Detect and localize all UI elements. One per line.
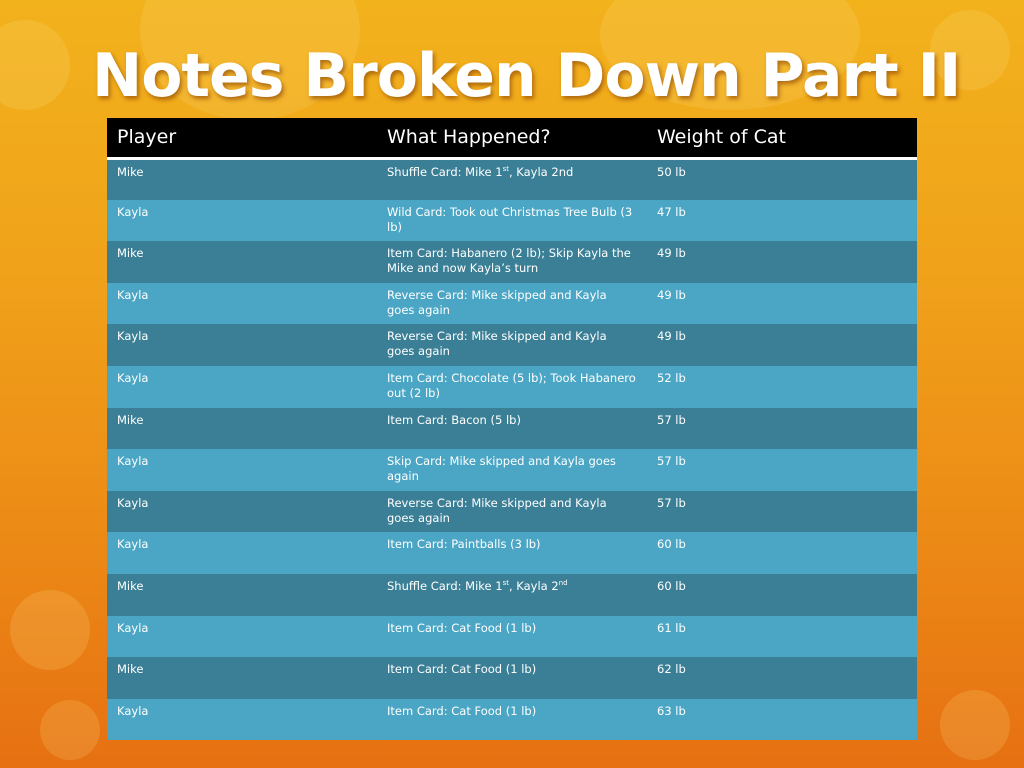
table-row: Kayla Item Card: Cat Food (1 lb) 63 lb (107, 698, 917, 741)
table-row: Kayla Reverse Card: Mike skipped and Kayl… (107, 282, 917, 325)
player-cell: Kayla (107, 365, 377, 408)
event-cell: Reverse Card: Mike skipped and Kayla goe… (377, 324, 647, 366)
table-row: Kayla Item Card: Cat Food (1 lb) 61 lb (107, 615, 917, 658)
event-text: Item Card: Bacon (5 lb) (387, 412, 521, 427)
event-text: Reverse Card: Mike skipped and Kayla goe… (387, 495, 607, 525)
event-text: Reverse Card: Mike skipped and Kayla goe… (387, 287, 607, 317)
event-text: Reverse Card: Mike skipped and Kayla goe… (387, 329, 607, 359)
event-text: Item Card: Chocolate (5 lb); Took Habane… (387, 370, 636, 400)
weight-cell: 63 lb (647, 698, 917, 741)
event-text: , Kayla 2 (508, 578, 559, 593)
event-superscript: nd (558, 579, 568, 588)
table-row: Kayla Item Card: Chocolate (5 lb); Took H… (107, 365, 917, 408)
event-cell: Item Card: Cat Food (1 lb) (377, 657, 647, 699)
background-flower-decoration (940, 690, 1010, 760)
weight-cell: 49 lb (647, 241, 917, 283)
event-cell: Shuffle Card: Mike 1st, Kayla 2nd (377, 158, 647, 200)
player-cell: Kayla (107, 199, 377, 242)
event-text: , Kayla 2nd (508, 164, 574, 179)
event-text: Item Card: Paintballs (3 lb) (387, 537, 541, 552)
event-text: Item Card: Habanero (2 lb); Skip Kayla t… (387, 246, 631, 276)
column-header-weight: Weight of Cat (647, 118, 917, 160)
event-text: Skip Card: Mike skipped and Kayla goes a… (387, 454, 616, 484)
weight-cell: 52 lb (647, 365, 917, 408)
weight-cell: 57 lb (647, 490, 917, 533)
event-text: Item Card: Cat Food (1 lb) (387, 620, 537, 635)
player-cell: Kayla (107, 615, 377, 658)
weight-cell: 62 lb (647, 657, 917, 699)
column-header-player: Player (107, 118, 377, 160)
weight-cell: 50 lb (647, 158, 917, 200)
weight-cell: 57 lb (647, 407, 917, 450)
player-cell: Kayla (107, 282, 377, 325)
player-cell: Kayla (107, 324, 377, 366)
table-row: Kayla Reverse Card: Mike skipped and Kayl… (107, 324, 917, 366)
event-cell: Wild Card: Took out Christmas Tree Bulb … (377, 199, 647, 242)
column-header-what-happened: What Happened? (377, 118, 647, 160)
table-row: Kayla Reverse Card: Mike skipped and Kayl… (107, 490, 917, 533)
weight-cell: 57 lb (647, 449, 917, 491)
event-text: Item Card: Cat Food (1 lb) (387, 703, 537, 718)
player-cell: Kayla (107, 449, 377, 491)
event-cell: Reverse Card: Mike skipped and Kayla goe… (377, 490, 647, 533)
event-cell: Item Card: Cat Food (1 lb) (377, 615, 647, 658)
weight-cell: 49 lb (647, 282, 917, 325)
event-cell: Item Card: Cat Food (1 lb) (377, 698, 647, 741)
event-cell: Item Card: Bacon (5 lb) (377, 407, 647, 450)
table-row: Mike Item Card: Bacon (5 lb) 57 lb (107, 407, 917, 450)
weight-cell: 49 lb (647, 324, 917, 366)
player-cell: Kayla (107, 532, 377, 574)
player-cell: Mike (107, 158, 377, 200)
notes-table: Player What Happened? Weight of Cat Mike… (107, 118, 917, 741)
table-row: Mike Item Card: Cat Food (1 lb) 62 lb (107, 657, 917, 699)
player-cell: Mike (107, 657, 377, 699)
slide-title: Notes Broken Down Part II (92, 41, 961, 111)
background-flower-decoration (930, 10, 1010, 90)
table-row: Kayla Skip Card: Mike skipped and Kayla g… (107, 449, 917, 491)
event-text: Shuffle Card: Mike 1 (387, 164, 503, 179)
player-cell: Mike (107, 573, 377, 616)
event-text: Shuffle Card: Mike 1 (387, 578, 503, 593)
event-cell: Reverse Card: Mike skipped and Kayla goe… (377, 282, 647, 325)
player-cell: Mike (107, 407, 377, 450)
weight-cell: 61 lb (647, 615, 917, 658)
event-cell: Shuffle Card: Mike 1st, Kayla 2nd (377, 573, 647, 616)
event-cell: Item Card: Paintballs (3 lb) (377, 532, 647, 574)
background-flower-decoration (0, 20, 70, 110)
table-row: Mike Item Card: Habanero (2 lb); Skip Kay… (107, 241, 917, 283)
table-row: Mike Shuffle Card: Mike 1st, Kayla 2nd 50 … (107, 158, 917, 200)
event-cell: Item Card: Habanero (2 lb); Skip Kayla t… (377, 241, 647, 283)
player-cell: Kayla (107, 490, 377, 533)
event-cell: Item Card: Chocolate (5 lb); Took Habane… (377, 365, 647, 408)
background-flower-decoration (10, 590, 90, 670)
table-header-row: Player What Happened? Weight of Cat (107, 118, 917, 160)
table-row: Kayla Item Card: Paintballs (3 lb) 60 lb (107, 532, 917, 574)
player-cell: Mike (107, 241, 377, 283)
weight-cell: 47 lb (647, 199, 917, 242)
weight-cell: 60 lb (647, 573, 917, 616)
player-cell: Kayla (107, 698, 377, 741)
table-row: Kayla Wild Card: Took out Christmas Tree … (107, 199, 917, 242)
table-row: Mike Shuffle Card: Mike 1st, Kayla 2nd 60 … (107, 573, 917, 616)
background-flower-decoration (40, 700, 100, 760)
weight-cell: 60 lb (647, 532, 917, 574)
event-cell: Skip Card: Mike skipped and Kayla goes a… (377, 449, 647, 491)
event-superscript: st (502, 164, 509, 173)
event-text: Wild Card: Took out Christmas Tree Bulb … (387, 204, 633, 234)
event-superscript: st (502, 579, 509, 588)
event-text: Item Card: Cat Food (1 lb) (387, 662, 537, 677)
